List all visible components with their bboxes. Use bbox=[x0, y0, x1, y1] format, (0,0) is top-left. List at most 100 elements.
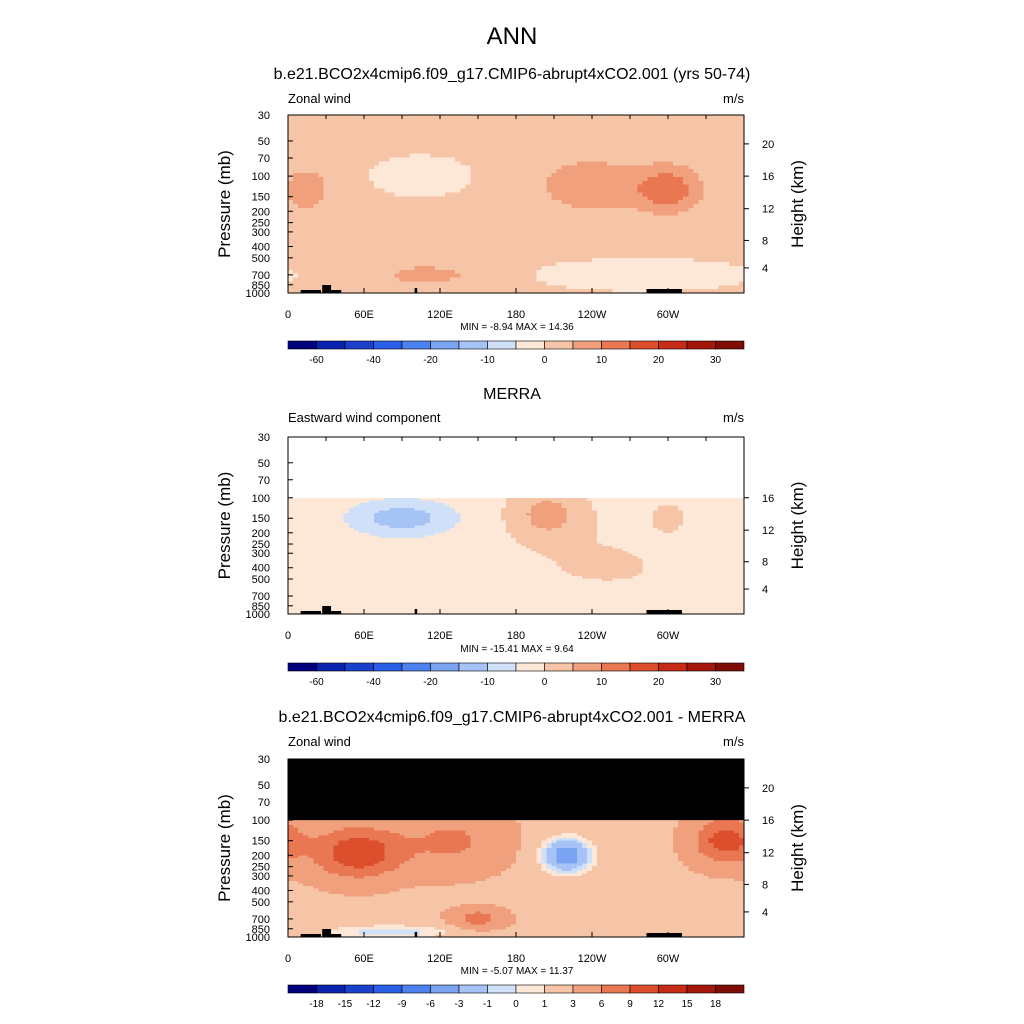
field-cell bbox=[627, 219, 634, 224]
field-cell bbox=[399, 138, 406, 143]
field-cell bbox=[678, 285, 684, 290]
field-cell bbox=[602, 126, 608, 132]
field-cell bbox=[612, 515, 618, 519]
field-cell bbox=[576, 505, 583, 509]
field-cell bbox=[288, 231, 294, 236]
field-cell bbox=[728, 505, 735, 509]
field-cell bbox=[521, 192, 527, 197]
field-cell bbox=[738, 165, 745, 170]
field-cell bbox=[505, 505, 512, 509]
field-cell bbox=[632, 184, 639, 190]
field-cell bbox=[581, 188, 588, 193]
field-cell bbox=[536, 192, 542, 197]
field-cell bbox=[409, 223, 416, 228]
field-cell bbox=[485, 258, 492, 263]
field-cell bbox=[308, 126, 314, 132]
field-cell bbox=[414, 134, 421, 139]
field-cell bbox=[576, 192, 583, 197]
field-cell bbox=[602, 219, 608, 224]
field-cell bbox=[505, 204, 512, 209]
field-cell bbox=[470, 258, 477, 263]
field-cell bbox=[414, 196, 421, 201]
field-cell bbox=[293, 262, 299, 267]
field-cell bbox=[313, 115, 319, 120]
field-cell bbox=[394, 505, 401, 509]
field-cell bbox=[389, 265, 395, 271]
field-cell bbox=[500, 165, 507, 170]
field-cell bbox=[470, 149, 477, 155]
field-cell bbox=[738, 149, 745, 155]
field-cell bbox=[642, 505, 649, 509]
field-cell bbox=[450, 200, 456, 205]
field-cell bbox=[298, 161, 304, 166]
field-cell bbox=[713, 161, 720, 166]
field-cell bbox=[708, 500, 715, 504]
field-cell bbox=[592, 204, 598, 209]
field-cell bbox=[470, 250, 477, 255]
field-cell bbox=[429, 215, 436, 221]
field-cell bbox=[652, 500, 659, 504]
field-cell bbox=[632, 180, 639, 186]
field-cell bbox=[470, 169, 477, 174]
field-cell bbox=[318, 188, 325, 193]
field-cell bbox=[465, 234, 471, 240]
field-cell bbox=[333, 223, 340, 228]
field-cell bbox=[414, 173, 421, 178]
field-cell bbox=[642, 502, 649, 506]
field-cell bbox=[576, 196, 583, 201]
field-cell bbox=[688, 118, 694, 124]
field-cell bbox=[678, 242, 684, 248]
field-cell bbox=[343, 169, 350, 174]
field-cell bbox=[358, 254, 365, 259]
field-cell bbox=[505, 215, 512, 221]
field-cell bbox=[571, 138, 578, 143]
field-cell bbox=[632, 122, 639, 128]
field-cell bbox=[399, 169, 406, 174]
field-cell bbox=[328, 169, 335, 174]
field-cell bbox=[505, 250, 512, 255]
field-cell bbox=[662, 507, 669, 512]
field-cell bbox=[703, 505, 710, 509]
field-cell bbox=[698, 227, 705, 232]
field-cell bbox=[298, 507, 304, 512]
field-cell bbox=[364, 242, 370, 248]
field-cell bbox=[404, 196, 411, 201]
field-cell bbox=[414, 145, 421, 151]
field-cell bbox=[510, 277, 517, 282]
field-cell bbox=[632, 262, 639, 267]
field-cell bbox=[445, 176, 451, 182]
field-cell bbox=[647, 169, 654, 174]
field-cell bbox=[718, 134, 725, 139]
field-cell bbox=[718, 138, 725, 143]
field-cell bbox=[440, 517, 446, 522]
field-cell bbox=[475, 277, 482, 282]
field-cell bbox=[445, 153, 451, 159]
field-cell bbox=[374, 130, 380, 135]
field-cell bbox=[308, 138, 314, 143]
field-cell bbox=[465, 254, 471, 259]
field-cell bbox=[607, 265, 613, 271]
field-cell bbox=[495, 204, 502, 209]
field-cell bbox=[551, 184, 558, 190]
field-cell bbox=[612, 196, 618, 201]
field-cell bbox=[298, 211, 304, 217]
field-cell bbox=[298, 500, 304, 504]
field-cell bbox=[379, 277, 385, 282]
field-cell bbox=[485, 223, 492, 228]
field-cell bbox=[440, 207, 446, 213]
field-cell bbox=[738, 215, 745, 221]
field-cell bbox=[298, 153, 304, 159]
field-cell bbox=[526, 246, 532, 252]
field-cell bbox=[348, 138, 355, 143]
field-cell bbox=[358, 281, 365, 286]
field-cell bbox=[303, 510, 309, 514]
field-cell bbox=[369, 238, 375, 244]
field-cell bbox=[384, 231, 390, 236]
field-cell bbox=[693, 289, 699, 294]
field-cell bbox=[733, 242, 740, 248]
field-cell bbox=[612, 215, 618, 221]
field-cell bbox=[551, 173, 558, 178]
field-cell bbox=[688, 502, 694, 506]
field-cell bbox=[409, 149, 416, 155]
field-cell bbox=[394, 192, 401, 197]
